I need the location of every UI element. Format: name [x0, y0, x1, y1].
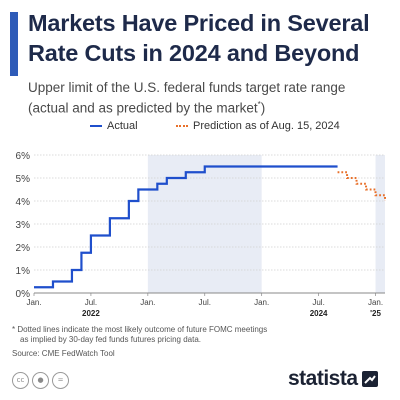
chart-legend: Actual Prediction as of Aug. 15, 2024 [0, 120, 400, 134]
year-label: 2022 [82, 309, 100, 318]
x-tick-label: Jul. [199, 298, 211, 307]
y-tick-label: 5% [16, 174, 31, 185]
subtitle-paren: (actual and as predicted by the market [28, 100, 258, 116]
subtitle-main: Upper limit of the U.S. federal funds ta… [28, 80, 346, 95]
y-tick-label: 4% [16, 197, 31, 208]
y-tick-label: 3% [16, 220, 31, 231]
y-tick-label: 2% [16, 243, 31, 254]
y-tick-label: 0% [16, 289, 31, 300]
y-tick-label: 6% [16, 151, 31, 162]
statista-logo[interactable]: statista [288, 367, 378, 391]
legend-swatch-actual [90, 125, 102, 127]
title-accent-bar [10, 12, 18, 76]
chart-subtitle: Upper limit of the U.S. federal funds ta… [28, 79, 394, 117]
legend-item-actual: Actual [90, 120, 138, 132]
x-tick-label: Jan. [26, 298, 41, 307]
license-icons: cc ● = [12, 372, 69, 389]
actual-series-line [34, 165, 338, 289]
subtitle-footnote-mark: * [257, 100, 261, 109]
person-icon[interactable]: ● [32, 372, 49, 389]
footnote-line-2: as implied by 30-day fed funds futures p… [20, 335, 201, 344]
year-label: '25 [370, 309, 381, 318]
chart-title: Markets Have Priced in Several Rate Cuts… [28, 10, 370, 66]
y-tick-label: 1% [16, 266, 31, 277]
x-tick-label: Jan. [368, 298, 383, 307]
legend-swatch-prediction [176, 125, 188, 127]
year-label: 2024 [310, 309, 328, 318]
x-tick-label: Jan. [140, 298, 155, 307]
equals-icon[interactable]: = [52, 372, 69, 389]
cc-icon[interactable]: cc [12, 372, 29, 389]
subtitle-close: ) [260, 100, 266, 116]
footnote-line-1: * Dotted lines indicate the most likely … [12, 325, 268, 334]
source-note: Source: CME FedWatch Tool [12, 349, 115, 358]
legend-item-prediction: Prediction as of Aug. 15, 2024 [176, 120, 340, 132]
x-tick-label: Jul. [312, 298, 324, 307]
legend-label-prediction: Prediction as of Aug. 15, 2024 [193, 120, 340, 132]
brand-mark-icon [361, 371, 378, 387]
legend-label-actual: Actual [107, 120, 138, 132]
rate-chart: 0% 1% 2% 3% 4% 5% 6% Jan. Jul. Jan. Jul. Jan. Jul. Ja… [16, 151, 386, 318]
x-tick-label: Jan. [254, 298, 269, 307]
brand-wordmark: statista [288, 367, 358, 390]
footnote: * Dotted lines indicate the most likely … [12, 325, 392, 345]
x-tick-label: Jul. [85, 298, 97, 307]
